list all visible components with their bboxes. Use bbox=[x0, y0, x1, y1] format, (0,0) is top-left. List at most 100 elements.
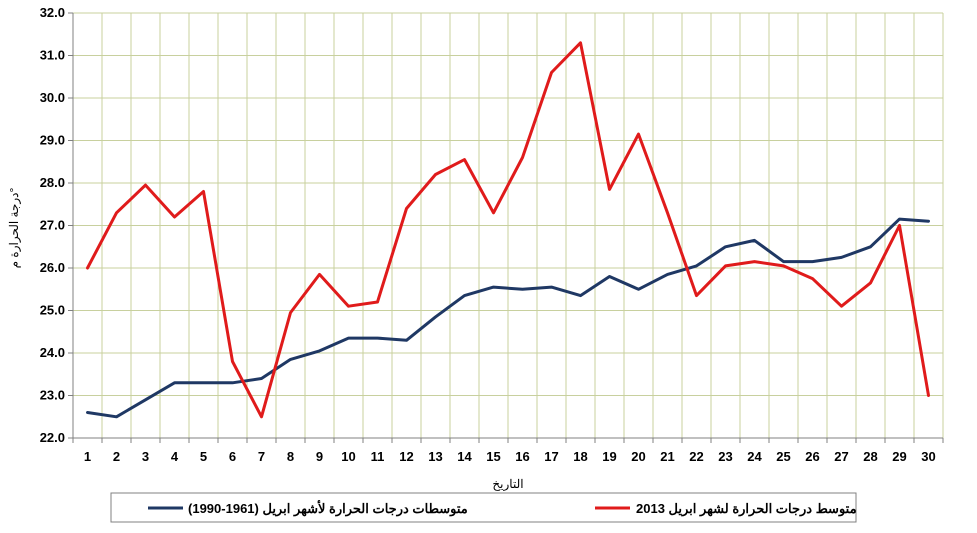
y-tick-labels: 22.0 23.0 24.0 25.0 26.0 27.0 28.0 29.0 30.0 31.0… bbox=[40, 5, 65, 445]
x-tick-label: 22 bbox=[689, 449, 703, 464]
x-tick-labels: 1 2 3 4 5 6 7 8 9 10 11 12 13 14 15 16 17 18 19 20 21 22 23 24 2… bbox=[84, 449, 936, 464]
x-tick-label: 13 bbox=[428, 449, 442, 464]
x-tick-label: 19 bbox=[602, 449, 616, 464]
series-2-point bbox=[869, 281, 872, 284]
x-axis-title: التاريخ bbox=[492, 477, 523, 491]
grid-lines bbox=[72, 12, 944, 439]
y-axis-title: درجة الحرارة م° bbox=[7, 187, 21, 268]
series-1-point bbox=[115, 415, 118, 418]
series-2-point bbox=[405, 207, 408, 210]
series-2-point bbox=[115, 211, 118, 214]
series-2-point bbox=[579, 41, 582, 44]
x-tick-label: 27 bbox=[834, 449, 848, 464]
x-tick-label: 21 bbox=[660, 449, 674, 464]
series-2-point bbox=[811, 277, 814, 280]
series-line-1 bbox=[86, 217, 930, 419]
legend: متوسطات درجات الحرارة لأشهر ابريل (1961-… bbox=[110, 492, 857, 523]
series-1-point bbox=[869, 245, 872, 248]
series-2-point bbox=[521, 156, 524, 159]
x-tick-label: 9 bbox=[316, 449, 323, 464]
x-tick-label: 26 bbox=[805, 449, 819, 464]
series-2-point bbox=[898, 224, 901, 227]
series-2-point bbox=[347, 305, 350, 308]
series-1-point bbox=[318, 349, 321, 352]
y-tick-label: 27.0 bbox=[40, 218, 65, 233]
series-2-point bbox=[202, 190, 205, 193]
y-tick-label: 29.0 bbox=[40, 133, 65, 148]
x-tick-label: 17 bbox=[544, 449, 558, 464]
series-1-point bbox=[202, 381, 205, 384]
series-2-point bbox=[695, 294, 698, 297]
series-1-point bbox=[753, 239, 756, 242]
legend-label-2013: متوسط درجات الحرارة لشهر ابريل 2013 bbox=[636, 501, 857, 517]
y-tick-label: 24.0 bbox=[40, 345, 65, 360]
series-2-point bbox=[840, 305, 843, 308]
series-2-point bbox=[463, 158, 466, 161]
series-2-point bbox=[318, 273, 321, 276]
series-1-point bbox=[550, 286, 553, 289]
y-tick-label: 31.0 bbox=[40, 48, 65, 63]
series-line-2 bbox=[86, 41, 930, 419]
x-tick-label: 30 bbox=[921, 449, 935, 464]
x-tick-label: 25 bbox=[776, 449, 790, 464]
y-tick-label: 23.0 bbox=[40, 388, 65, 403]
x-tick-label: 14 bbox=[457, 449, 472, 464]
y-tick-label: 30.0 bbox=[40, 90, 65, 105]
series-1-point bbox=[579, 294, 582, 297]
x-tick-label: 2 bbox=[113, 449, 120, 464]
x-tick-label: 1 bbox=[84, 449, 91, 464]
series-1-point bbox=[927, 220, 930, 223]
series-1-point bbox=[347, 337, 350, 340]
series-2-point bbox=[753, 260, 756, 263]
x-tick-label: 5 bbox=[200, 449, 207, 464]
x-tick-label: 29 bbox=[892, 449, 906, 464]
series-2-point bbox=[86, 267, 89, 270]
x-tick-label: 7 bbox=[258, 449, 265, 464]
series-1-point bbox=[492, 286, 495, 289]
series-1-point bbox=[434, 315, 437, 318]
series-lines bbox=[86, 41, 930, 419]
y-tick-label: 22.0 bbox=[40, 430, 65, 445]
series-2-point bbox=[492, 211, 495, 214]
series-2-point bbox=[260, 415, 263, 418]
series-1-point bbox=[173, 381, 176, 384]
x-tick-label: 4 bbox=[171, 449, 179, 464]
series-2-point bbox=[550, 71, 553, 74]
series-1-point bbox=[782, 260, 785, 263]
series-1-point bbox=[666, 273, 669, 276]
series-1-point bbox=[463, 294, 466, 297]
series-1-point bbox=[376, 337, 379, 340]
series-1-point bbox=[405, 339, 408, 342]
x-tick-label: 12 bbox=[399, 449, 413, 464]
x-tick-label: 20 bbox=[631, 449, 645, 464]
axes bbox=[68, 12, 944, 443]
series-1-point bbox=[608, 275, 611, 278]
series-2-point bbox=[231, 360, 234, 363]
series-1-point bbox=[695, 264, 698, 267]
x-tick-label: 18 bbox=[573, 449, 587, 464]
series-1-point bbox=[521, 288, 524, 291]
series-2-point bbox=[289, 311, 292, 314]
x-tick-label: 24 bbox=[747, 449, 762, 464]
series-2-point bbox=[666, 211, 669, 214]
series-1-point bbox=[637, 288, 640, 291]
x-tick-label: 15 bbox=[486, 449, 500, 464]
series-2-point bbox=[376, 301, 379, 304]
x-tick-label: 28 bbox=[863, 449, 877, 464]
y-tick-label: 32.0 bbox=[40, 5, 65, 20]
y-tick-label: 26.0 bbox=[40, 260, 65, 275]
series-2-point bbox=[637, 133, 640, 136]
series-2-point bbox=[927, 394, 930, 397]
x-tick-label: 23 bbox=[718, 449, 732, 464]
series-1-point bbox=[898, 218, 901, 221]
series-1-point bbox=[289, 358, 292, 361]
x-tick-label: 11 bbox=[371, 449, 385, 464]
series-1-point bbox=[231, 381, 234, 384]
series-1-point bbox=[840, 256, 843, 259]
series-1-point bbox=[86, 411, 89, 414]
series-2-point bbox=[724, 264, 727, 267]
series-1-point bbox=[260, 377, 263, 380]
y-tick-label: 25.0 bbox=[40, 303, 65, 318]
